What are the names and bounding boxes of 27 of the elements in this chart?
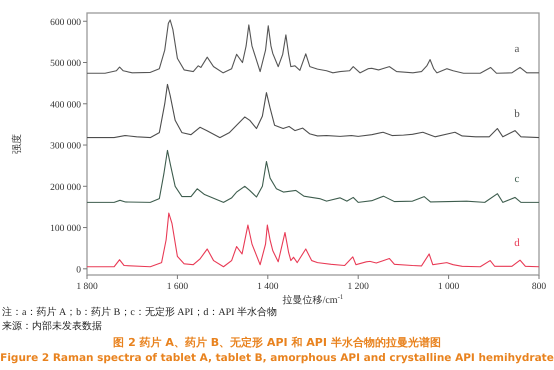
series-label: a	[514, 43, 520, 56]
text: Figure 2 Raman spectra of tablet A, tablet B, amorphous API and crystalline API hemihydrate	[0, 352, 554, 364]
x-tick-label: 800	[532, 282, 546, 292]
x-tick-label: 1 000	[438, 282, 460, 292]
source-note: 来源：内部未发表数据	[2, 320, 103, 334]
y-tick-label: 0	[76, 265, 82, 276]
line-series	[86, 212, 540, 268]
x-tick-label: 1 800	[76, 282, 98, 292]
y-tick-label: 100 000	[50, 224, 82, 234]
y-tick-label: 400 000	[50, 100, 82, 110]
y-axis-title: 强度	[11, 134, 23, 154]
series-label: b	[514, 108, 520, 120]
x-axis-title: 拉曼位移/cm$^{-1}$	[282, 293, 344, 306]
line-series	[86, 150, 540, 203]
text: 图 2 药片 A、药片 B、无定形 API 和 API 半水合物的拉曼光谱图	[112, 335, 442, 350]
x-tick-label: 1 600	[166, 282, 188, 292]
x-tick-label: 1 200	[348, 282, 370, 292]
y-tick-label: 300 000	[50, 142, 82, 152]
x-tick-label: 1 400	[257, 282, 279, 292]
line-series	[86, 84, 540, 138]
line-series	[86, 19, 540, 74]
series-label: d	[514, 237, 520, 250]
y-tick-label: 500 000	[50, 59, 82, 70]
text: 注：a：药片 A；b：药片 B；c：无定形 API；d：API 半水合物	[2, 306, 277, 320]
y-tick-label: 600 000	[50, 18, 82, 28]
series-label: c	[514, 172, 520, 185]
y-tick-label: 200 000	[50, 182, 82, 193]
